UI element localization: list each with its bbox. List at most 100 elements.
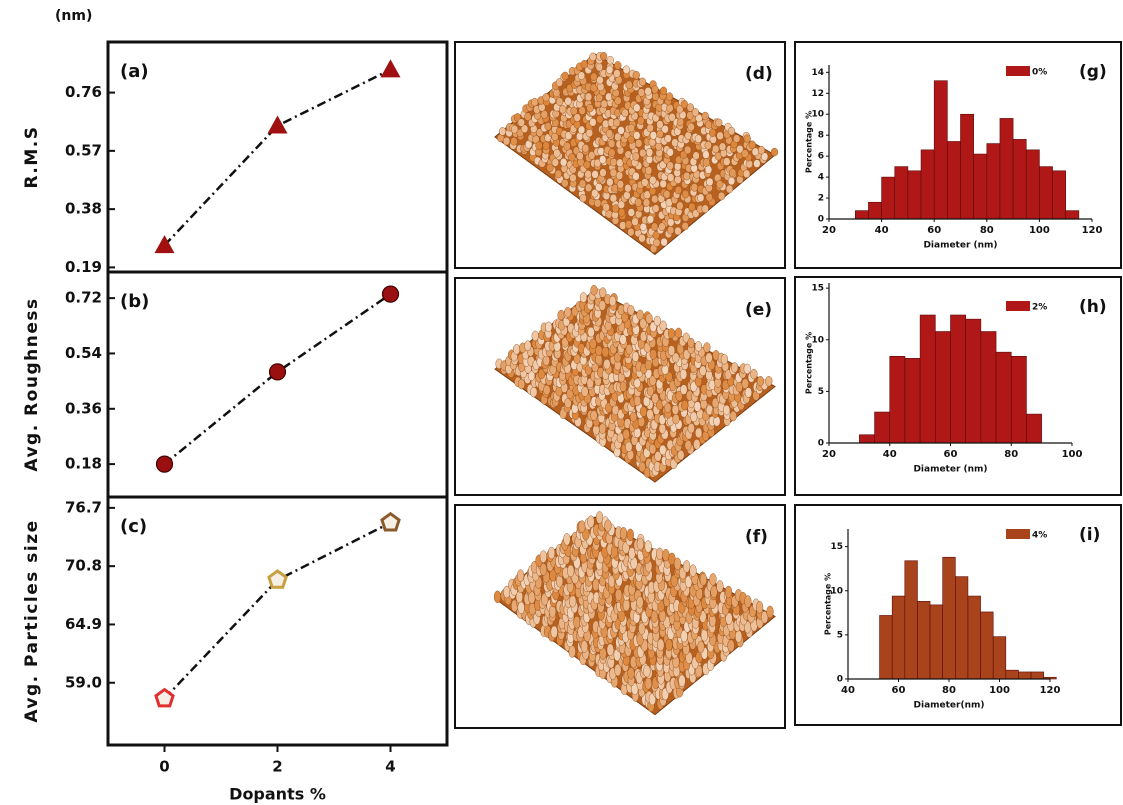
afm-grain bbox=[703, 151, 710, 159]
afm-grain bbox=[682, 190, 689, 198]
afm-grain bbox=[609, 296, 616, 306]
x-tick-label: 60 bbox=[892, 685, 906, 696]
afm-grain bbox=[625, 442, 632, 452]
afm-grain bbox=[731, 363, 738, 373]
afm-grain bbox=[606, 66, 613, 74]
y-tick-label: 0 bbox=[837, 675, 843, 685]
afm-grain bbox=[667, 226, 674, 234]
x-tick-label: 40 bbox=[841, 685, 855, 696]
afm-grain bbox=[675, 328, 682, 338]
bar bbox=[966, 319, 981, 443]
y-tick-label: 0.18 bbox=[65, 455, 102, 473]
bar bbox=[981, 332, 996, 443]
afm-grain bbox=[674, 558, 681, 570]
x-tick-label: 100 bbox=[1029, 225, 1050, 236]
afm-grain bbox=[530, 387, 537, 397]
bar bbox=[892, 596, 905, 679]
x-tick-label: 40 bbox=[875, 225, 889, 236]
afm-grain bbox=[634, 396, 641, 406]
afm-grain bbox=[646, 314, 653, 324]
afm-grain bbox=[637, 310, 644, 320]
afm-grain bbox=[725, 586, 732, 598]
bar bbox=[868, 202, 881, 219]
x-axis-label: Dopants % bbox=[229, 785, 326, 804]
afm-grain bbox=[517, 570, 524, 582]
afm-grain bbox=[579, 180, 586, 188]
afm-grain bbox=[663, 549, 670, 561]
afm-grain bbox=[669, 113, 676, 121]
afm-grain bbox=[645, 167, 652, 175]
afm-grain bbox=[638, 89, 645, 97]
afm-grain bbox=[667, 174, 674, 182]
afm-grain bbox=[536, 142, 543, 150]
bar bbox=[905, 561, 918, 679]
afm-grain bbox=[579, 521, 586, 533]
afm-grain bbox=[580, 293, 587, 303]
x-tick-label: 80 bbox=[942, 685, 956, 696]
afm-grain bbox=[602, 347, 609, 357]
afm-grain bbox=[574, 616, 581, 628]
trend-line bbox=[165, 523, 391, 699]
afm-grain bbox=[586, 129, 593, 137]
afm-grain bbox=[716, 180, 723, 188]
afm-grain bbox=[578, 72, 585, 80]
afm-grain bbox=[645, 677, 652, 689]
afm-grain bbox=[706, 178, 713, 186]
afm-grain bbox=[607, 178, 614, 186]
x-tick-label: 60 bbox=[944, 449, 958, 460]
bar bbox=[996, 352, 1011, 443]
afm-grain bbox=[677, 450, 684, 460]
afm-grain bbox=[594, 199, 601, 207]
afm-grain bbox=[634, 428, 641, 438]
y-tick-label: 14 bbox=[811, 68, 824, 78]
y-tick-label: 0.76 bbox=[65, 83, 102, 101]
panel-label: (a) bbox=[120, 61, 149, 82]
afm-grain bbox=[640, 407, 647, 417]
afm-grain bbox=[704, 343, 711, 353]
marker bbox=[383, 286, 399, 302]
y-axis-label: Avg. Particles size bbox=[22, 519, 42, 722]
afm-grain bbox=[639, 78, 646, 86]
afm-grain bbox=[666, 639, 673, 651]
afm-grain bbox=[582, 387, 589, 397]
bar bbox=[1039, 167, 1052, 219]
afm-grain bbox=[627, 529, 634, 541]
afm-grain bbox=[596, 115, 603, 123]
x-axis-label: Diameter(nm) bbox=[914, 701, 985, 711]
afm-grain bbox=[661, 238, 668, 246]
afm-grain bbox=[582, 144, 589, 152]
afm-grain bbox=[744, 364, 751, 374]
afm-grain bbox=[645, 360, 652, 370]
afm-grain bbox=[642, 178, 649, 186]
x-tick-label: 60 bbox=[927, 225, 941, 236]
y-tick-label: 6 bbox=[818, 152, 824, 162]
afm-grain bbox=[758, 146, 765, 154]
afm-grain bbox=[590, 118, 597, 126]
legend-label: 2% bbox=[1032, 303, 1047, 313]
bar bbox=[1018, 672, 1031, 679]
unit-label: (nm) bbox=[55, 8, 92, 24]
afm-grain bbox=[633, 153, 640, 161]
bar bbox=[908, 171, 921, 219]
afm-grain bbox=[705, 121, 712, 129]
afm-grain bbox=[651, 195, 658, 203]
afm-grain bbox=[705, 166, 712, 174]
x-tick-label: 2 bbox=[272, 758, 282, 776]
afm-grain bbox=[587, 104, 594, 112]
afm-grain bbox=[555, 170, 562, 178]
y-tick-label: 64.9 bbox=[65, 615, 102, 633]
bar bbox=[880, 615, 893, 679]
afm-grain bbox=[663, 190, 670, 198]
y-axis-label: Percentage % bbox=[805, 332, 814, 394]
afm-grain bbox=[623, 429, 630, 439]
afm-grain bbox=[692, 108, 699, 116]
bar bbox=[1053, 171, 1066, 219]
afm-grain bbox=[518, 379, 525, 389]
afm-grain bbox=[599, 288, 606, 298]
afm-grain bbox=[715, 119, 722, 127]
afm-grain bbox=[531, 98, 538, 106]
afm-grain bbox=[551, 626, 558, 638]
afm-grain bbox=[681, 100, 688, 108]
afm-grain bbox=[564, 142, 571, 150]
afm-grain bbox=[700, 573, 707, 585]
